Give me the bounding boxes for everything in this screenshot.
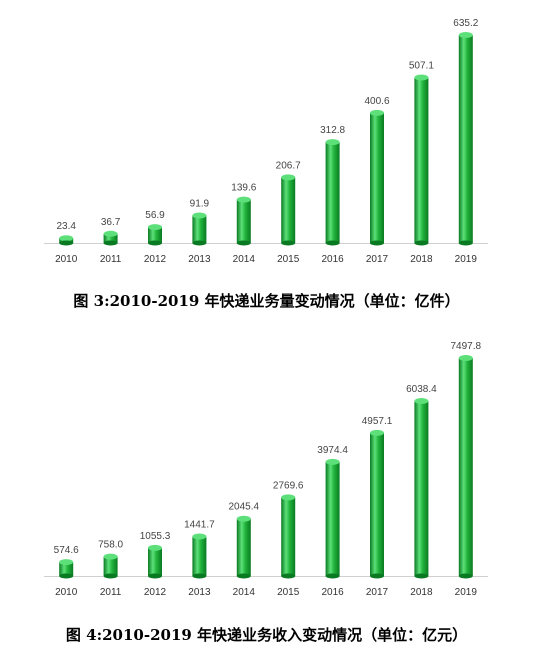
revenue-bar-2017: [370, 429, 384, 579]
revenue-x-tick-2017: 2017: [366, 587, 389, 598]
express-revenue-chart-caption: 图 4:2010-2019 年快递业务收入变动情况（单位：亿元）: [65, 626, 468, 644]
revenue-bar-2016: [325, 458, 340, 579]
revenue-x-tick-2013: 2013: [188, 587, 211, 598]
volume-bar-2012: [148, 224, 162, 246]
revenue-value-label-2011: 758.0: [98, 540, 123, 551]
revenue-value-label-2017: 4957.1: [362, 416, 393, 427]
revenue-bar-2014: [236, 515, 251, 579]
revenue-x-tick-2014: 2014: [233, 587, 256, 598]
revenue-value-label-2014: 2045.4: [229, 502, 260, 513]
express-volume-chart-caption: 图 3:2010-2019 年快递业务量变动情况（单位：亿件）: [73, 292, 460, 310]
volume-value-label-2010: 23.4: [56, 221, 76, 232]
volume-value-label-2018: 507.1: [409, 61, 434, 72]
volume-x-tick-2014: 2014: [233, 254, 256, 265]
revenue-x-tick-2015: 2015: [277, 587, 300, 598]
revenue-value-label-2010: 574.6: [54, 545, 79, 556]
volume-bar-2015: [281, 174, 296, 246]
revenue-bar-2012: [148, 544, 162, 579]
revenue-bar-2018: [414, 398, 429, 579]
volume-bar-2011: [103, 230, 118, 246]
volume-value-label-2019: 635.2: [453, 18, 478, 29]
volume-x-tick-2013: 2013: [188, 254, 211, 265]
volume-x-tick-2011: 2011: [100, 254, 122, 265]
revenue-x-tick-2012: 2012: [144, 587, 167, 598]
volume-value-label-2014: 139.6: [231, 183, 256, 194]
volume-bar-2013: [192, 212, 207, 246]
volume-value-label-2015: 206.7: [276, 160, 301, 171]
volume-x-tick-2010: 2010: [55, 254, 78, 265]
revenue-bar-2015: [281, 494, 296, 579]
volume-x-tick-2017: 2017: [366, 254, 389, 265]
revenue-value-label-2018: 6038.4: [406, 384, 437, 395]
volume-x-tick-2019: 2019: [455, 254, 478, 265]
volume-value-label-2011: 36.7: [101, 217, 121, 228]
revenue-x-tick-2019: 2019: [455, 587, 478, 598]
express-revenue-chart: 574.6 2010 758.0 2011 1055.3 2012 1441.7 2013 20…: [0, 330, 533, 610]
revenue-bar-2011: [103, 553, 118, 579]
express-volume-chart: 23.4 2010 36.7 2011 56.9 2012 91.9 2013 139.6 201…: [0, 0, 533, 285]
volume-value-label-2013: 91.9: [190, 198, 210, 209]
express-volume-chart-plot: 23.4 2010 36.7 2011 56.9 2012 91.9 2013 139.6 201…: [44, 18, 488, 265]
revenue-bar-2013: [192, 533, 207, 579]
volume-bar-2014: [236, 196, 251, 246]
volume-value-label-2016: 312.8: [320, 125, 345, 136]
revenue-x-tick-2010: 2010: [55, 587, 78, 598]
volume-bar-2016: [325, 139, 340, 246]
revenue-bar-2019: [458, 355, 473, 579]
revenue-bar-2010: [59, 559, 74, 579]
volume-value-label-2012: 56.9: [145, 210, 165, 221]
revenue-x-tick-2016: 2016: [321, 587, 344, 598]
volume-x-tick-2015: 2015: [277, 254, 300, 265]
revenue-value-label-2019: 7497.8: [451, 341, 482, 352]
express-revenue-chart-plot: 574.6 2010 758.0 2011 1055.3 2012 1441.7 2013 20…: [44, 341, 488, 598]
revenue-value-label-2013: 1441.7: [184, 520, 215, 531]
volume-bar-2010: [59, 235, 74, 246]
volume-x-tick-2016: 2016: [321, 254, 344, 265]
volume-x-tick-2012: 2012: [144, 254, 167, 265]
volume-bar-2019: [458, 32, 473, 246]
volume-bar-2017: [370, 109, 384, 246]
revenue-value-label-2016: 3974.4: [317, 445, 348, 456]
revenue-x-tick-2011: 2011: [100, 587, 122, 598]
revenue-value-label-2015: 2769.6: [273, 480, 304, 491]
volume-bar-2018: [414, 74, 429, 246]
revenue-x-tick-2018: 2018: [410, 587, 433, 598]
volume-value-label-2017: 400.6: [364, 96, 389, 107]
revenue-value-label-2012: 1055.3: [140, 531, 171, 542]
volume-x-tick-2018: 2018: [410, 254, 433, 265]
